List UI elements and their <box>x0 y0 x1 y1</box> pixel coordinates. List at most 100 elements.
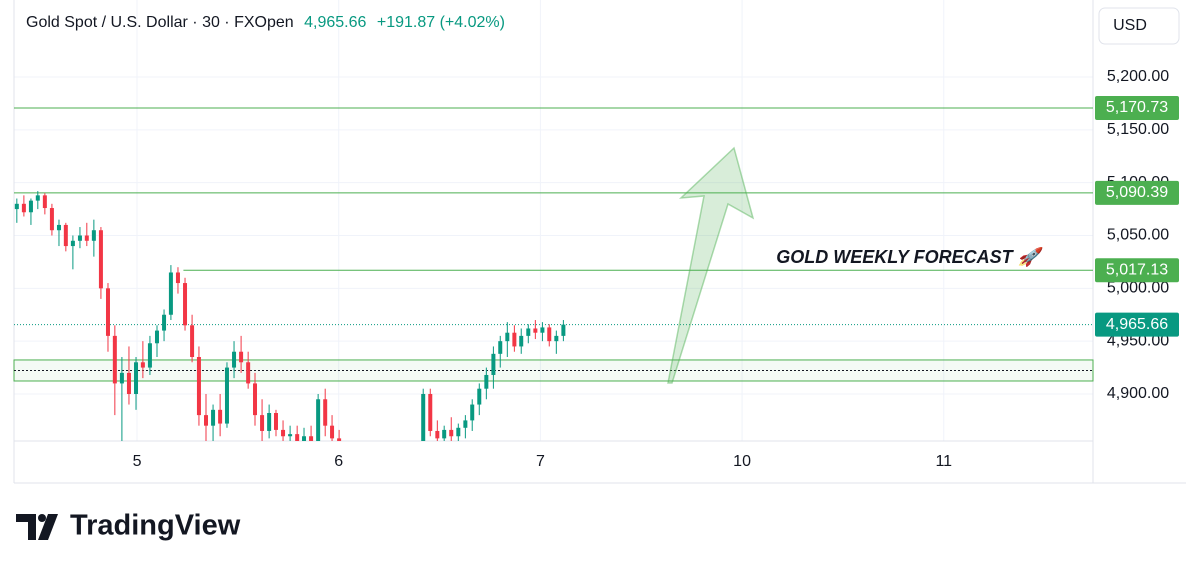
candle-body <box>323 399 328 426</box>
candle-body <box>49 208 54 231</box>
candle-body <box>218 409 223 424</box>
axis: 4,900.004,950.005,000.005,050.005,100.00… <box>133 68 1179 470</box>
candle-body <box>477 388 482 405</box>
candle-body <box>196 357 201 416</box>
candle-body <box>204 415 209 426</box>
candle-body <box>519 335 524 347</box>
annotation: GOLD WEEKLY FORECAST 🚀 <box>776 246 1044 267</box>
candle-body <box>112 335 117 384</box>
candle-body <box>309 436 314 441</box>
candle-body <box>84 235 89 241</box>
level-label-bg <box>1095 258 1179 283</box>
candle-body <box>190 325 195 358</box>
y-tick-label: 5,150.00 <box>1107 121 1169 138</box>
x-tick-label: 5 <box>133 453 142 470</box>
y-tick-label: 4,900.00 <box>1107 385 1169 402</box>
candle-body <box>526 328 531 336</box>
candle-body <box>154 330 159 344</box>
candle-body <box>140 362 145 368</box>
candle-body <box>365 466 369 479</box>
brand: TradingView <box>70 510 241 542</box>
candle-body <box>302 436 307 441</box>
candle-body <box>98 230 103 289</box>
candle-body <box>28 200 33 213</box>
candle-body <box>442 429 447 439</box>
x-tick-label: 10 <box>733 453 751 470</box>
price: 4,965.66 <box>304 14 367 31</box>
candle-body <box>554 335 559 342</box>
candles <box>14 191 566 479</box>
candle-body <box>456 427 461 437</box>
level-label: 5,017.13 <box>1106 261 1168 278</box>
last-price-bg <box>1095 312 1179 337</box>
level-label-bg <box>1095 180 1179 205</box>
candle-body <box>379 457 383 462</box>
candle-body <box>14 203 19 210</box>
y-tick-label: 4,950.00 <box>1107 332 1169 349</box>
candle-body <box>126 372 131 394</box>
candle-body <box>56 224 61 231</box>
candle-body <box>105 288 110 336</box>
symbol: Gold Spot / U.S. Dollar · 30 · FXOpen <box>26 14 294 31</box>
candle-body <box>63 224 68 247</box>
x-tick-label: 11 <box>935 453 952 470</box>
candle-body <box>470 404 475 421</box>
candle-body <box>351 459 355 467</box>
candle-body <box>253 383 258 416</box>
candle-body <box>491 353 496 375</box>
candle-body <box>498 341 503 354</box>
logo-icon <box>16 514 58 540</box>
candle-body <box>119 372 124 384</box>
candle-body <box>134 362 139 394</box>
candle-body <box>288 434 293 437</box>
candle-body <box>533 328 538 333</box>
candle-body <box>211 409 216 426</box>
candle-body <box>358 459 362 465</box>
candle-body <box>421 393 426 441</box>
candle-body <box>246 362 251 384</box>
candle-body <box>175 272 180 284</box>
candle-body <box>561 324 566 336</box>
candle-body <box>407 449 411 451</box>
forecast-arrow <box>667 146 755 384</box>
candle-body <box>224 367 229 424</box>
candle-body <box>260 415 265 431</box>
candle-body <box>168 272 173 315</box>
candle-body <box>21 203 26 213</box>
candle-body <box>273 413 278 430</box>
candle-body <box>505 332 510 342</box>
level-label: 5,170.73 <box>1106 99 1168 116</box>
level-label: 5,090.39 <box>1106 184 1168 201</box>
y-tick-label: 5,200.00 <box>1107 68 1169 85</box>
candle-body <box>162 314 167 331</box>
candle-body <box>386 457 390 463</box>
candle-body <box>316 399 321 441</box>
currency[interactable]: USD <box>1113 17 1147 34</box>
candle-body <box>484 374 489 389</box>
header: Gold Spot / U.S. Dollar · 30 · FXOpen 4,… <box>26 14 511 32</box>
candle-body <box>70 240 75 247</box>
candle-body <box>42 195 47 209</box>
candle-body <box>428 393 433 431</box>
y-tick-label: 5,000.00 <box>1107 280 1169 297</box>
candle-body <box>512 332 517 347</box>
candle-body <box>77 235 82 241</box>
candle-body <box>400 451 404 455</box>
x-tick-label: 6 <box>334 453 343 470</box>
candle-body <box>337 438 342 441</box>
candle-body <box>35 195 40 201</box>
candle-body <box>372 463 376 479</box>
levels <box>13 107 1094 382</box>
level-label-bg <box>1095 95 1179 120</box>
candle-body <box>183 283 188 326</box>
candle-body <box>281 429 286 437</box>
candle-body <box>344 449 348 468</box>
candle-body <box>330 425 335 439</box>
currency-button[interactable] <box>1098 7 1180 45</box>
y-tick-label: 5,050.00 <box>1107 227 1169 244</box>
candle-body <box>393 455 397 463</box>
candle-body <box>547 327 552 342</box>
candle-body <box>463 420 468 428</box>
